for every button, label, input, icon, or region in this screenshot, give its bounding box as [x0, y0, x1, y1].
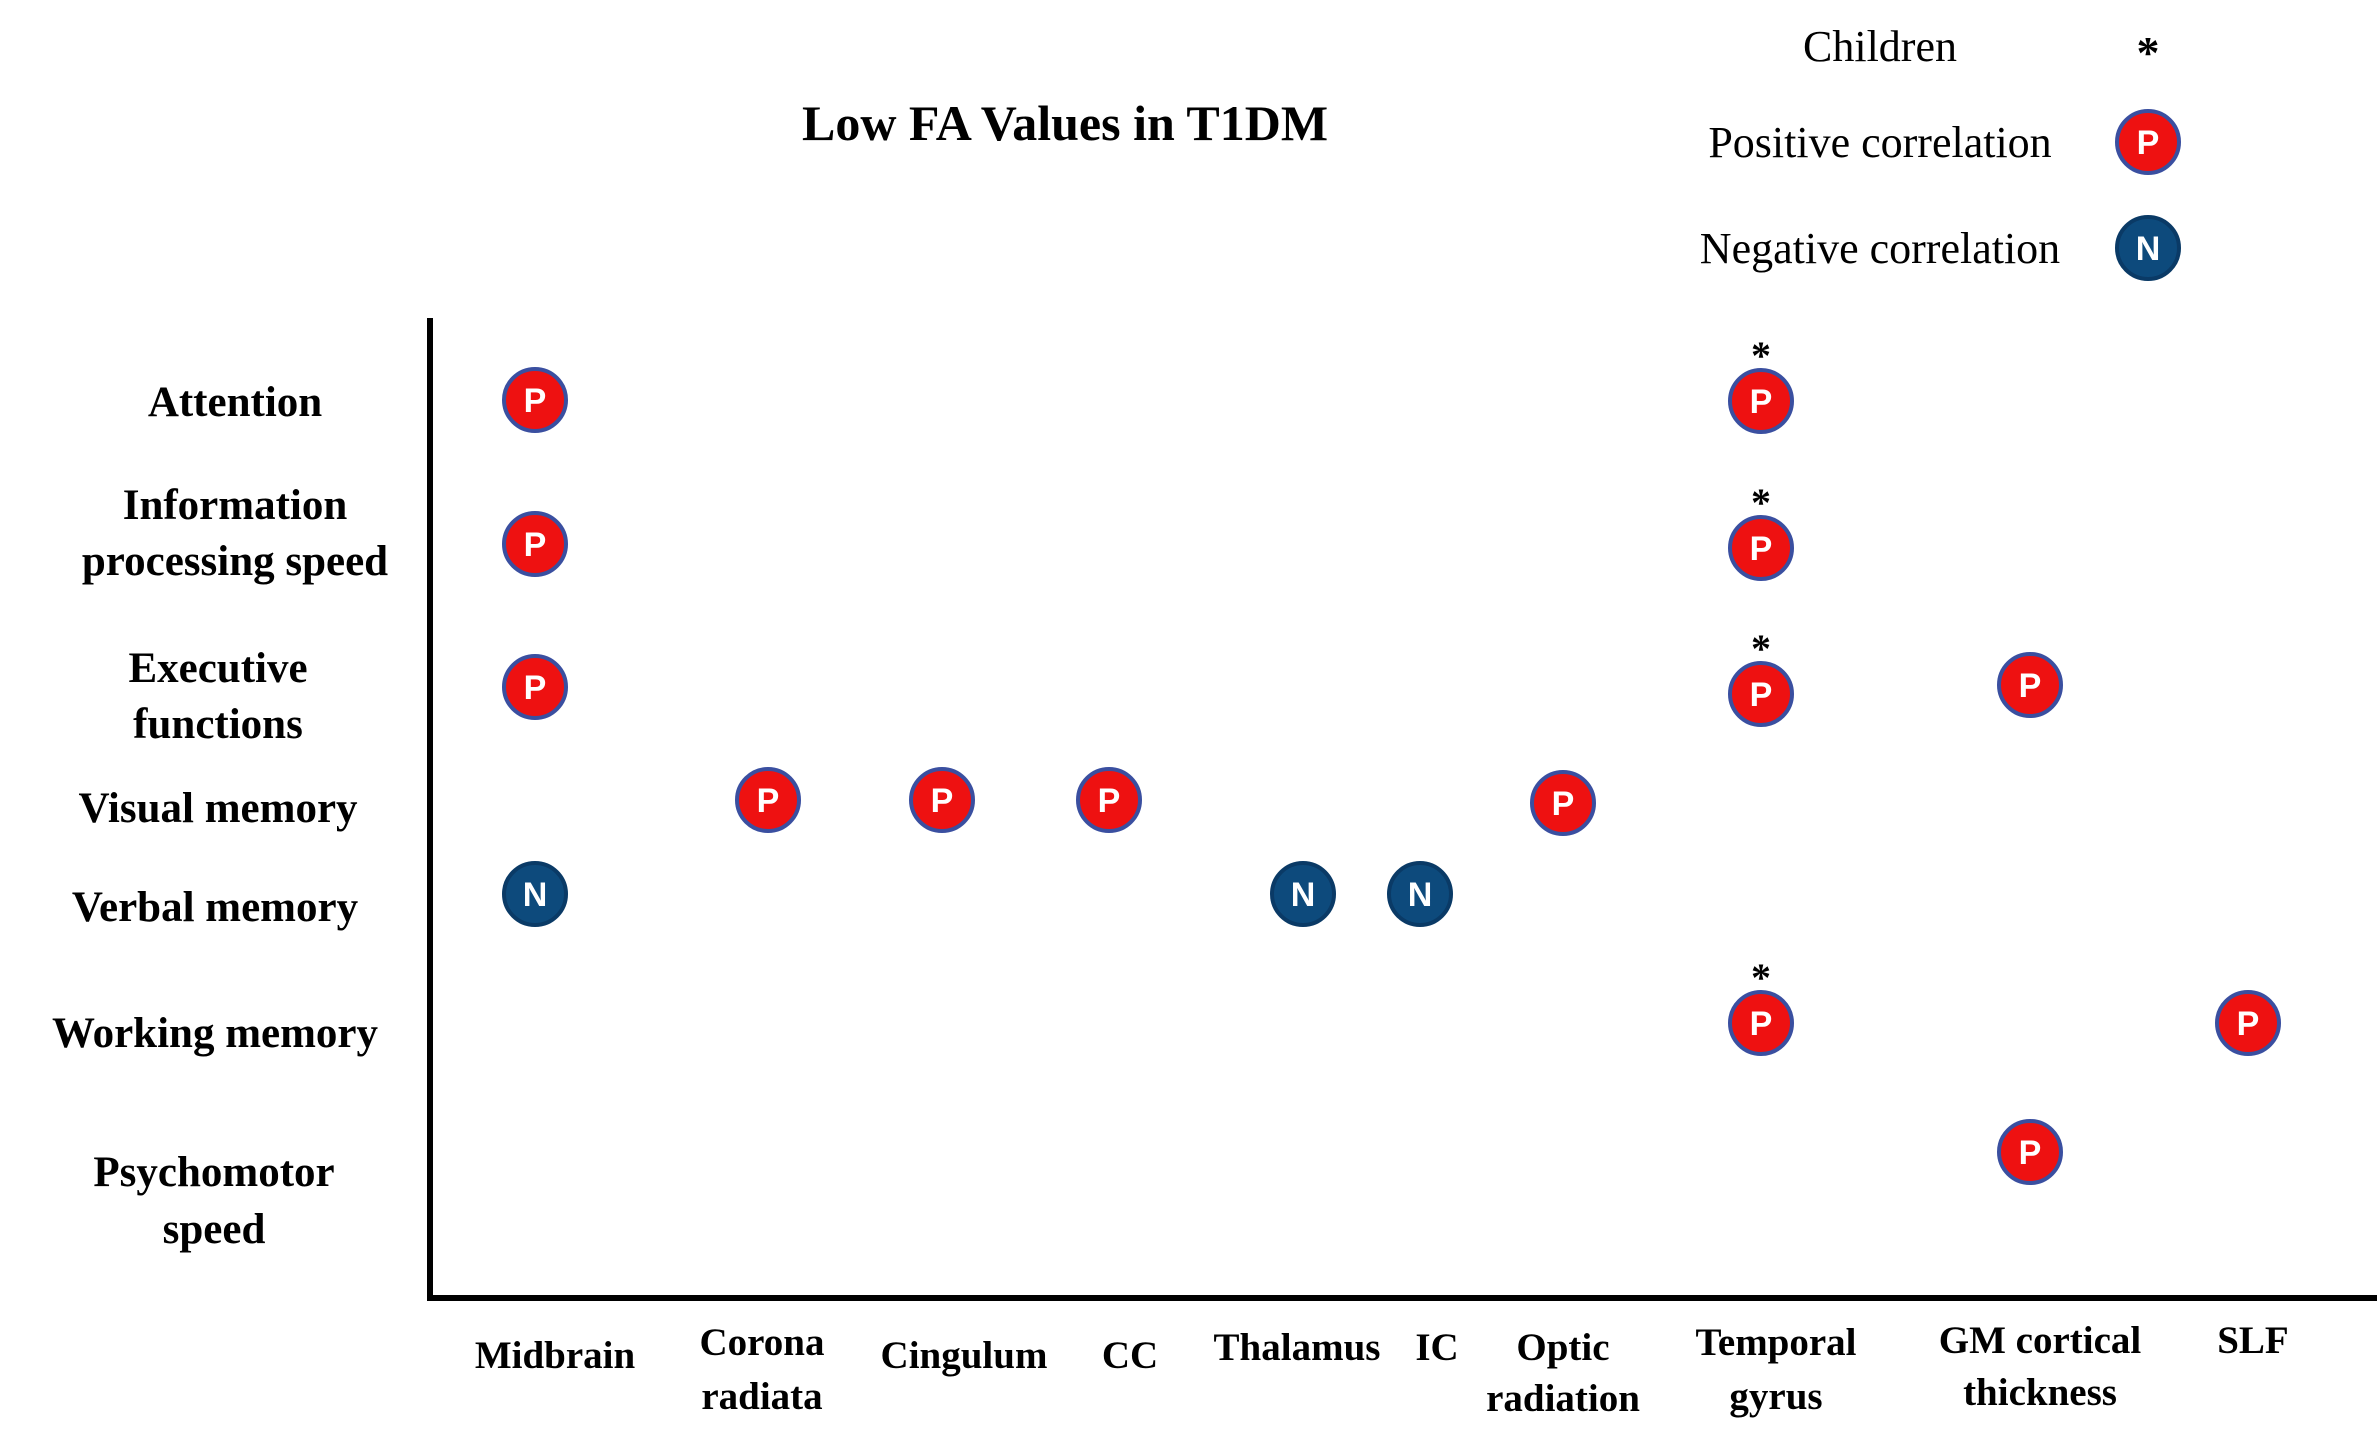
marker-temporal-info-circle: [1728, 515, 1794, 581]
x-tick-label-cc: CC: [1102, 1334, 1158, 1377]
x-tick-label-optic-line2: radiation: [1486, 1377, 1640, 1420]
marker-corona-visual-circle: [735, 767, 801, 833]
y-tick-labels: Attention Information processing speed Exec…: [52, 379, 388, 1253]
marker-midbrain-verbal: N: [502, 861, 568, 927]
marker-ic-verbal-letter: N: [1408, 876, 1433, 914]
y-tick-label-psycho-line1: Psychomotor: [93, 1149, 334, 1196]
marker-cingulum-visual: P: [909, 767, 975, 833]
y-tick-label-exec-line1: Executive: [128, 645, 307, 692]
x-tick-label-gm-line1: GM cortical: [1939, 1319, 2142, 1362]
x-tick-label-slf: SLF: [2217, 1319, 2289, 1362]
marker-corona-visual-letter: P: [757, 782, 780, 820]
marker-gm-psycho-circle: [1997, 1119, 2063, 1185]
x-tick-label-midbrain: Midbrain: [475, 1334, 636, 1377]
marker-temporal-info: P*: [1728, 480, 1794, 581]
marker-gm-exec-letter: P: [2019, 667, 2042, 705]
marker-midbrain-exec-circle: [502, 654, 568, 720]
legend-symbol-negative-circle: [2115, 215, 2181, 281]
marker-thalamus-verbal-letter: N: [1291, 876, 1316, 914]
y-tick-label-psycho-line2: speed: [163, 1206, 266, 1253]
marker-cingulum-visual-circle: [909, 767, 975, 833]
y-tick-label-visual: Visual memory: [78, 785, 358, 832]
legend-symbol-positive-letter: P: [2137, 124, 2160, 162]
marker-temporal-info-children-asterisk: *: [1751, 480, 1771, 525]
marker-slf-working-circle: [2215, 990, 2281, 1056]
marker-temporal-exec: P*: [1728, 626, 1794, 727]
x-tick-label-corona-line1: Corona: [700, 1321, 825, 1364]
x-tick-label-gm-line2: thickness: [1963, 1371, 2117, 1414]
x-tick-label-cingulum: Cingulum: [881, 1334, 1048, 1377]
marker-slf-working-letter: P: [2237, 1005, 2260, 1043]
y-tick-label-info-line2: processing speed: [82, 538, 388, 585]
marker-temporal-attention-circle: [1728, 368, 1794, 434]
marker-temporal-exec-circle: [1728, 661, 1794, 727]
marker-optic-visual-letter: P: [1552, 785, 1575, 823]
marker-gm-exec: P: [1997, 652, 2063, 718]
marker-slf-working: P: [2215, 990, 2281, 1056]
y-tick-label-working: Working memory: [52, 1010, 379, 1057]
marker-thalamus-verbal-circle: [1270, 861, 1336, 927]
marker-midbrain-exec-letter: P: [524, 669, 547, 707]
y-tick-label-verbal: Verbal memory: [72, 884, 359, 931]
legend-label-p: Positive correlation: [1708, 118, 2051, 167]
x-tick-label-corona-line2: radiata: [701, 1375, 822, 1418]
chart-title: Low FA Values in T1DM: [802, 95, 1328, 151]
y-tick-label-exec-line2: functions: [133, 701, 303, 748]
marker-temporal-working: P*: [1728, 955, 1794, 1056]
marker-temporal-working-circle: [1728, 990, 1794, 1056]
marker-midbrain-attention: P: [502, 367, 568, 433]
legend-symbol-negative-letter: N: [2136, 230, 2161, 268]
marker-cc-visual: P: [1076, 767, 1142, 833]
marker-midbrain-exec: P: [502, 654, 568, 720]
marker-cc-visual-circle: [1076, 767, 1142, 833]
marker-optic-visual-circle: [1530, 770, 1596, 836]
marker-temporal-attention-children-asterisk: *: [1751, 333, 1771, 378]
marker-temporal-working-letter: P: [1750, 1005, 1773, 1043]
legend-symbol-positive-circle: [2115, 109, 2181, 175]
marker-temporal-exec-children-asterisk: *: [1751, 626, 1771, 671]
marker-midbrain-verbal-circle: [502, 861, 568, 927]
marker-cingulum-visual-letter: P: [931, 782, 954, 820]
marker-temporal-info-letter: P: [1750, 530, 1773, 568]
marker-temporal-working-children-asterisk: *: [1751, 955, 1771, 1000]
x-tick-label-optic-line1: Optic: [1516, 1326, 1609, 1369]
legend-label-children: Children: [1803, 22, 1957, 71]
y-tick-label-attention: Attention: [148, 379, 322, 426]
marker-cc-visual-letter: P: [1098, 782, 1121, 820]
x-tick-labels: Midbrain Corona radiata Cingulum CC Thalamus I…: [475, 1319, 2289, 1420]
marker-gm-psycho: P: [1997, 1119, 2063, 1185]
marker-temporal-attention: P*: [1728, 333, 1794, 434]
marker-midbrain-attention-circle: [502, 367, 568, 433]
marker-gm-exec-circle: [1997, 652, 2063, 718]
marker-temporal-attention-letter: P: [1750, 383, 1773, 421]
legend-label-n: Negative correlation: [1700, 224, 2060, 273]
marker-midbrain-verbal-letter: N: [523, 876, 548, 914]
marker-temporal-exec-letter: P: [1750, 676, 1773, 714]
marker-optic-visual: P: [1530, 770, 1596, 836]
marker-midbrain-info-circle: [502, 511, 568, 577]
marker-corona-visual: P: [735, 767, 801, 833]
marker-midbrain-info: P: [502, 511, 568, 577]
legend: Children * Positive correlation P Negative c…: [1700, 22, 2181, 281]
marker-ic-verbal-circle: [1387, 861, 1453, 927]
x-tick-label-temporal-line1: Temporal: [1695, 1321, 1856, 1364]
marker-midbrain-info-letter: P: [524, 526, 547, 564]
legend-symbol-negative: N: [2115, 215, 2181, 281]
legend-symbol-positive: P: [2115, 109, 2181, 175]
legend-symbol-asterisk: *: [2137, 27, 2160, 78]
y-tick-label-info-line1: Information: [123, 482, 348, 529]
x-tick-label-temporal-line2: gyrus: [1729, 1375, 1822, 1418]
x-tick-label-thalamus: Thalamus: [1214, 1326, 1381, 1369]
marker-thalamus-verbal: N: [1270, 861, 1336, 927]
x-tick-label-ic: IC: [1415, 1326, 1458, 1369]
marker-gm-psycho-letter: P: [2019, 1134, 2042, 1172]
marker-ic-verbal: N: [1387, 861, 1453, 927]
marker-midbrain-attention-letter: P: [524, 382, 547, 420]
